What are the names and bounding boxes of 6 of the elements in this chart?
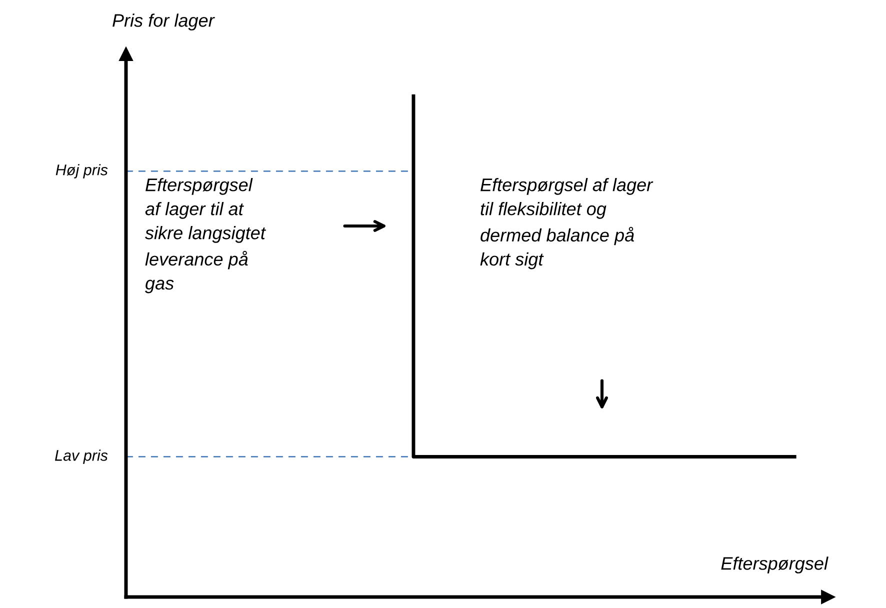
ref-line-label: Lav pris xyxy=(54,450,108,464)
ref-line-label: Høj pris xyxy=(56,164,108,178)
y-axis-title: Pris for lager xyxy=(112,14,215,30)
annotation: Efterspørgsel af lager til at sikre langsigtet leverance på gas xyxy=(145,178,266,294)
x-axis-title: Efterspørgsel xyxy=(721,556,828,574)
annotation: Efterspørgsel af lager til fleksibilitet og dermed balance på kort sigt xyxy=(480,178,654,270)
